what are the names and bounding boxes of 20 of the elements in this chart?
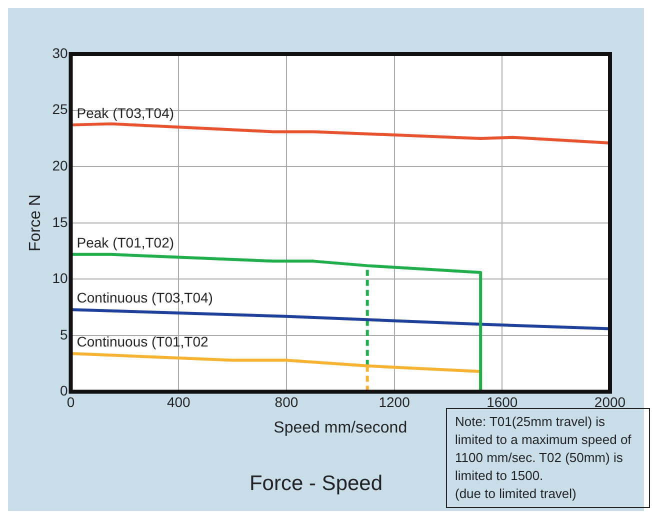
text: Force - Speed [249, 472, 383, 496]
x-tick-label: 2000 [594, 394, 626, 410]
x-tick-label: 1600 [486, 394, 518, 410]
series-label: Peak (T03,T04) [76, 104, 174, 121]
y-tick-label: 25 [52, 101, 68, 118]
x-tick-label: 400 [166, 394, 191, 410]
y-tick-label: 30 [52, 44, 68, 61]
x-tick-label: 1200 [378, 394, 410, 410]
y-tick-label: 10 [52, 270, 68, 286]
y-tick-label: 0 [60, 382, 68, 399]
series-label: Peak (T01,T02) [76, 234, 174, 250]
series-label: Continuous (T01,T02 [76, 333, 209, 350]
x-tick-label: 800 [274, 394, 298, 410]
y-tick-label: 15 [52, 214, 68, 230]
series-label: Continuous (T03,T04) [76, 289, 213, 306]
y-tick-label: 20 [52, 157, 68, 174]
x-axis-title: Speed mm/second [274, 420, 408, 437]
y-axis-title: Force N [27, 194, 44, 252]
y-tick-label: 5 [60, 326, 68, 342]
text: Note: T01(25mm travel) is limited to a maximum speed of 1100 mm/sec. T02 (50mm) is limited to 1500. (due to limited travel) [455, 414, 632, 501]
